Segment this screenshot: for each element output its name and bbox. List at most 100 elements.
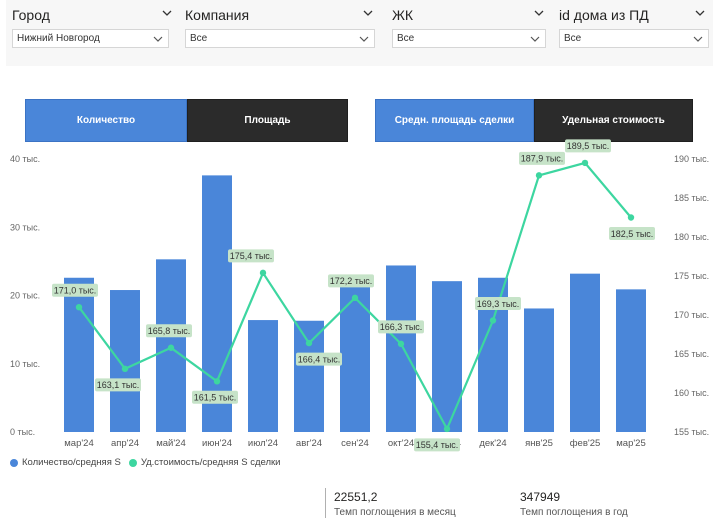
chevron-down-icon[interactable]	[363, 8, 373, 18]
data-label: 172,2 тыс.	[328, 274, 374, 288]
line-point[interactable]	[627, 214, 635, 221]
chevron-down-icon	[359, 36, 369, 42]
chevron-down-icon	[530, 36, 540, 42]
data-label-text: 161,5 тыс.	[194, 393, 237, 403]
data-label: 171,0 тыс.	[52, 283, 98, 297]
house-id-dropdown-value: Все	[564, 33, 582, 44]
x-tick-label: дек'24	[479, 438, 506, 449]
data-label-box	[519, 151, 565, 165]
data-label-text: 189,5 тыс.	[567, 141, 610, 151]
line-point[interactable]	[443, 425, 451, 433]
bar[interactable]	[202, 175, 232, 432]
data-label: 161,5 тыс.	[192, 390, 238, 404]
y-right-tick-label: 175 тыс.	[674, 271, 709, 281]
line-point[interactable]	[489, 317, 497, 324]
company-dropdown[interactable]: Все	[185, 29, 375, 48]
data-label: 166,3 тыс.	[378, 320, 424, 334]
data-label-box	[475, 296, 521, 310]
legend-item-unit-cost[interactable]: Уд.стоимость/средняя S сделки	[128, 457, 281, 468]
line-point[interactable]	[535, 172, 543, 179]
data-label: 182,5 тыс.	[609, 227, 655, 240]
complex-dropdown[interactable]: Все	[392, 29, 546, 48]
avg-deal-area-button[interactable]: Средн. площадь сделки	[375, 99, 534, 142]
chevron-down-icon	[693, 36, 703, 42]
kpi-monthly-value: 22551,2	[334, 490, 378, 504]
data-label-box	[565, 139, 611, 153]
data-label-text: 155,4 тыс.	[416, 440, 459, 450]
filter-bar: Город Нижний Новгород Компания Все ЖК Вс…	[6, 0, 713, 66]
quantity-button[interactable]: Количество	[25, 99, 187, 142]
x-tick-label: янв'25	[525, 438, 553, 449]
house-id-dropdown[interactable]: Все	[559, 29, 709, 48]
bar[interactable]	[64, 277, 94, 432]
city-dropdown[interactable]: Нижний Новгород	[12, 29, 169, 48]
y-right-tick-label: 170 тыс.	[674, 310, 709, 320]
line-point[interactable]	[75, 304, 83, 311]
x-tick-label: май'24	[156, 438, 186, 449]
line-point[interactable]	[351, 294, 359, 302]
y-left-tick-label: 30 тыс.	[10, 222, 40, 232]
bar[interactable]	[386, 265, 416, 432]
data-label-box	[146, 324, 192, 338]
kpi-yearly: 347949 Темп поглощения в год	[520, 490, 628, 518]
data-label: 175,4 тыс.	[228, 249, 274, 263]
y-right-tick-label: 160 тыс.	[674, 388, 709, 398]
x-tick-label: мар'24	[64, 438, 93, 449]
kpi-yearly-label: Темп поглощения в год	[520, 507, 628, 518]
data-label-box	[609, 227, 655, 240]
x-tick-label: июл'24	[248, 438, 278, 449]
filter-complex-label: ЖК	[392, 7, 414, 23]
data-label-box	[95, 378, 141, 392]
x-tick-label: фев'25	[570, 438, 601, 449]
unit-cost-button[interactable]: Удельная стоимость	[534, 99, 693, 142]
chart-legend: Количество/средняя S Уд.стоимость/средня…	[10, 457, 288, 468]
bar[interactable]	[110, 290, 140, 432]
area-button[interactable]: Площадь	[187, 99, 348, 142]
bar[interactable]	[524, 308, 554, 432]
chevron-down-icon[interactable]	[534, 8, 544, 18]
data-label: 155,4 тыс.	[414, 438, 460, 452]
data-label-text: 172,2 тыс.	[330, 276, 373, 286]
bar[interactable]	[570, 273, 600, 432]
y-right-tick-label: 185 тыс.	[674, 193, 709, 203]
y-left-tick-label: 20 тыс.	[10, 291, 40, 301]
data-label-box	[296, 352, 342, 366]
line-point[interactable]	[305, 339, 313, 347]
line-point[interactable]	[397, 340, 405, 348]
line-point[interactable]	[121, 365, 129, 373]
y-left-tick-label: 10 тыс.	[10, 359, 40, 369]
bar[interactable]	[616, 289, 646, 432]
line-point[interactable]	[581, 159, 589, 167]
chevron-down-icon[interactable]	[695, 8, 705, 18]
legend-item-quantity[interactable]: Количество/средняя S	[10, 457, 121, 468]
bar[interactable]	[294, 320, 324, 432]
legend-label-unit-cost: Уд.стоимость/средняя S сделки	[140, 457, 281, 468]
filter-company-label: Компания	[185, 7, 250, 23]
y-right-tick-label: 180 тыс.	[674, 232, 709, 242]
x-tick-label: окт'24	[388, 438, 414, 449]
complex-dropdown-value: Все	[397, 33, 415, 44]
line-point[interactable]	[259, 269, 267, 277]
data-label: 187,9 тыс.	[519, 151, 565, 165]
data-label-text: 163,1 тыс.	[97, 380, 140, 390]
x-tick-label: июн'24	[202, 438, 232, 449]
data-label: 163,1 тыс.	[95, 378, 141, 392]
filter-city-label: Город	[12, 7, 50, 23]
legend-dot-icon	[10, 458, 18, 467]
data-label-text: 165,8 тыс.	[148, 326, 191, 336]
bar[interactable]	[248, 320, 278, 432]
data-label-box	[328, 274, 374, 288]
data-label-box	[414, 438, 460, 452]
y-right-tick-label: 155 тыс.	[674, 427, 709, 437]
kpi-yearly-value: 347949	[520, 490, 561, 504]
data-label-text: 166,3 тыс.	[380, 322, 423, 332]
chevron-down-icon[interactable]	[162, 8, 172, 18]
line-point[interactable]	[213, 378, 221, 385]
kpi-monthly-label: Темп поглощения в месяц	[334, 507, 456, 518]
data-label-text: 171,0 тыс.	[54, 286, 97, 296]
x-tick-label: сен'24	[341, 438, 369, 449]
company-dropdown-value: Все	[190, 33, 208, 44]
filter-house-id-label: id дома из ПД	[559, 7, 649, 23]
line-point[interactable]	[167, 344, 175, 351]
